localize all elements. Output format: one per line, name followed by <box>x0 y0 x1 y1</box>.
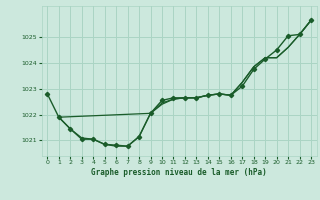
X-axis label: Graphe pression niveau de la mer (hPa): Graphe pression niveau de la mer (hPa) <box>91 168 267 177</box>
